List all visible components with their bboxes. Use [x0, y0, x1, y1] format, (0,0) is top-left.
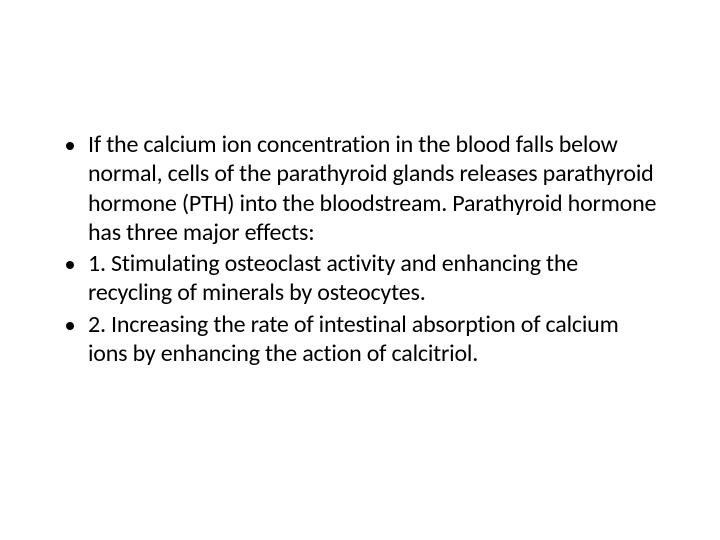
slide: If the calcium ion concentration in the … [0, 0, 720, 540]
bullet-icon [66, 261, 74, 269]
bullet-text: If the calcium ion concentration in the … [88, 130, 660, 247]
bullet-text: 2. Increasing the rate of intestinal abs… [88, 310, 660, 369]
bullet-text: 1. Stimulating osteoclast activity and e… [88, 249, 660, 308]
bullet-list: If the calcium ion concentration in the … [60, 130, 660, 370]
list-item: If the calcium ion concentration in the … [60, 130, 660, 247]
bullet-icon [66, 142, 74, 150]
bullet-icon [66, 322, 74, 330]
list-item: 1. Stimulating osteoclast activity and e… [60, 249, 660, 308]
list-item: 2. Increasing the rate of intestinal abs… [60, 310, 660, 369]
